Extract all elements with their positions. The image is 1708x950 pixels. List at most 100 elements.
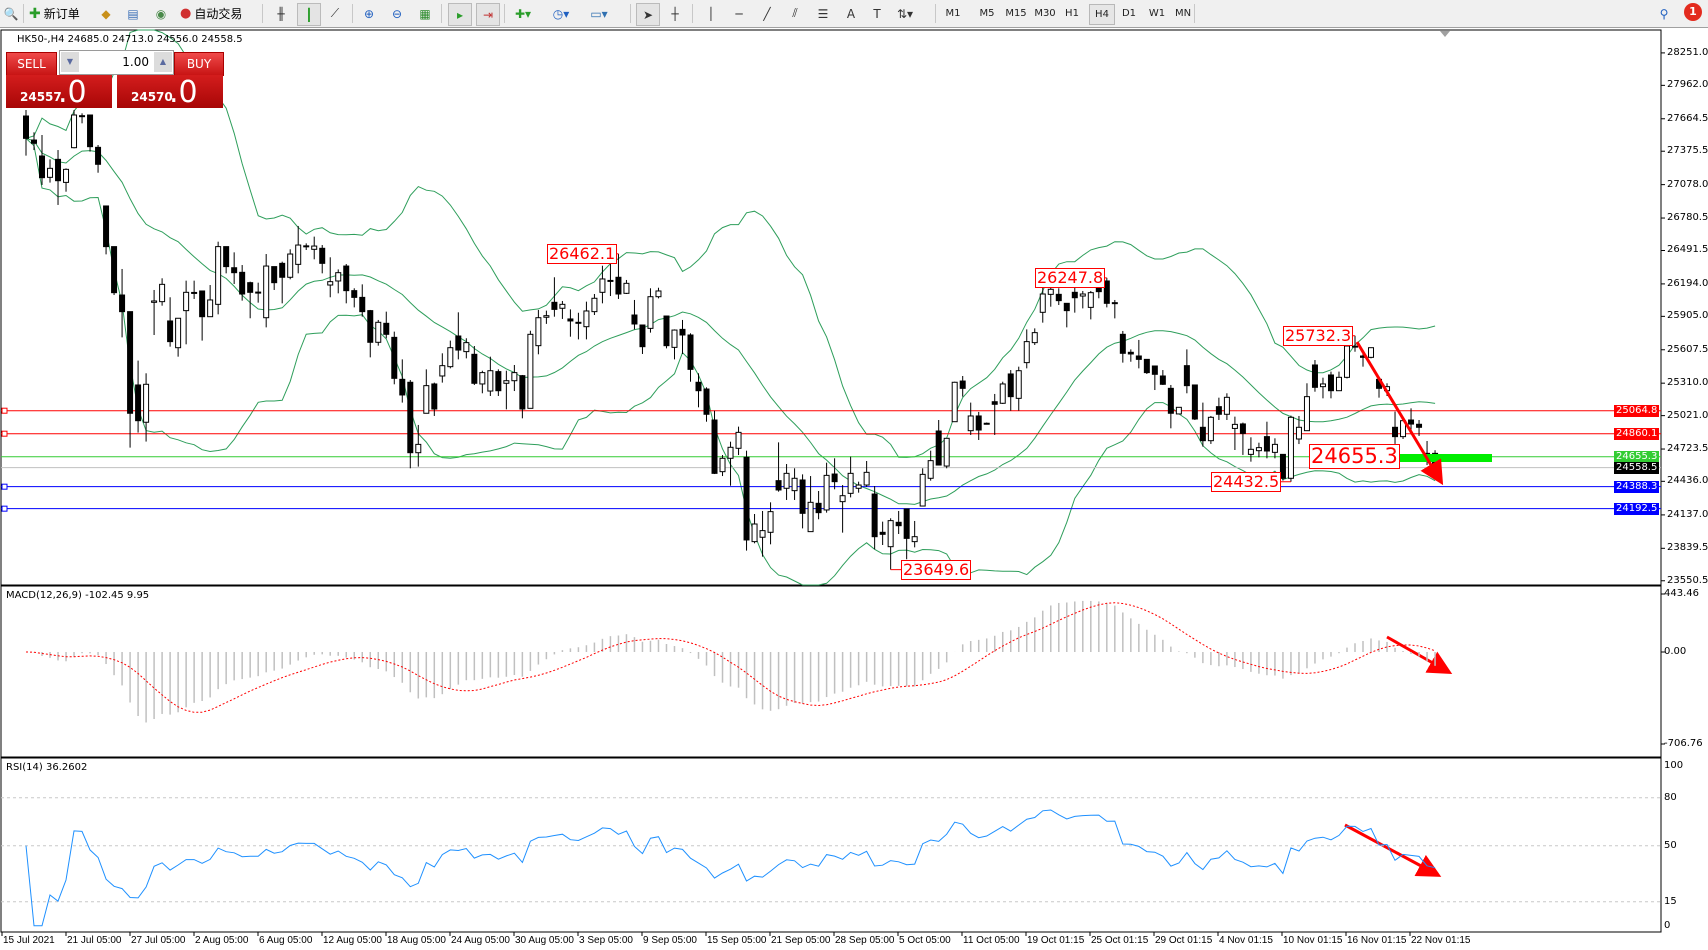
arrows-icon[interactable]: ⇅▾ [896, 6, 914, 21]
rsi-pane-frame [0, 757, 1662, 933]
toolbar-separator [630, 4, 631, 23]
macd-axis-label: 0.00 [1664, 646, 1687, 657]
bullish-candle [415, 443, 422, 454]
bearish-candle [1215, 406, 1222, 415]
bearish-candle [55, 158, 62, 182]
toolbar-separator [935, 4, 936, 23]
cursor-icon[interactable]: ➤ [636, 3, 660, 26]
rsi-title: RSI(14) 36.2602 [6, 762, 88, 773]
auto-scroll-icon[interactable]: ▸ [448, 3, 472, 26]
bullish-candle [503, 380, 510, 384]
toolbar-separator [262, 4, 263, 23]
bar-chart-icon[interactable]: ╫ [277, 6, 285, 21]
timeframe-h4[interactable]: H4 [1089, 4, 1115, 25]
indicators-icon[interactable]: ✚▾ [514, 6, 532, 21]
lot-value[interactable]: 1.00 [122, 55, 149, 69]
market-watch-icon[interactable]: ▤ [127, 6, 139, 21]
toolbar-separator [23, 4, 24, 23]
lot-increase-icon[interactable]: ▲ [154, 52, 172, 72]
templates-icon[interactable]: ▭▾ [590, 6, 608, 21]
fibonacci-icon[interactable]: ⫽ [792, 6, 798, 20]
bearish-candle [1392, 426, 1399, 438]
bearish-candle [399, 378, 406, 396]
new-order-button[interactable]: ✚ 新订单 [29, 3, 80, 24]
candles [23, 110, 1439, 570]
bearish-candle [775, 480, 782, 491]
price-axis-label: 27078.0 [1667, 178, 1708, 190]
search-icon[interactable]: 🔍 [3, 6, 19, 21]
time-axis-label: 9 Sep 05:00 [643, 935, 697, 946]
timeframe-m15[interactable]: M15 [1005, 8, 1027, 19]
chart-shift-icon[interactable]: ⇥ [476, 3, 500, 26]
bearish-candle [135, 384, 142, 422]
timeframe-m5[interactable]: M5 [979, 8, 995, 19]
bearish-candle [231, 267, 238, 274]
time-axis-label: 25 Oct 01:15 [1091, 935, 1149, 946]
bullish-candle [175, 317, 182, 349]
text-label-icon[interactable]: T [873, 6, 881, 21]
bearish-candle [743, 456, 750, 541]
vertical-line-icon[interactable]: │ [707, 6, 715, 21]
signals-icon[interactable]: ◉ [155, 6, 167, 21]
bearish-candle [1167, 387, 1174, 414]
timeframe-d1[interactable]: D1 [1121, 8, 1137, 19]
rsi-line [25, 809, 1436, 927]
bollinger-upper-band [25, 29, 1436, 458]
horizontal-line-icon[interactable]: ─ [735, 6, 743, 21]
tile-windows-icon[interactable]: ▦ [419, 6, 431, 21]
bullish-candle [1031, 332, 1038, 344]
channel-icon[interactable]: ☰ [817, 6, 829, 21]
bullish-candle [1231, 423, 1238, 429]
sell-button[interactable]: SELL [6, 52, 57, 76]
bullish-candle [1343, 345, 1350, 378]
timeframe-mn[interactable]: MN [1174, 8, 1192, 19]
timeframe-m30[interactable]: M30 [1034, 8, 1056, 19]
search-icon[interactable]: ⚲ [1659, 6, 1669, 21]
bullish-candle [511, 372, 518, 382]
lot-size-input[interactable]: ▼ 1.00 ▲ [59, 50, 174, 75]
notification-badge[interactable]: 1 [1684, 3, 1702, 21]
timeframe-m1[interactable]: M1 [945, 8, 961, 19]
time-axis-label: 15 Sep 05:00 [707, 935, 767, 946]
bearish-candle [1408, 419, 1415, 425]
bearish-candle [903, 508, 910, 539]
bullish-candle [943, 437, 950, 467]
line-chart-icon[interactable]: ⟋ [330, 6, 340, 20]
bearish-candle [167, 320, 174, 343]
bullish-candle [767, 511, 774, 533]
candlestick-icon[interactable]: ┃ [297, 3, 321, 26]
price-axis-label: 26491.5 [1667, 244, 1708, 256]
rsi-axis-label: 0 [1664, 919, 1671, 931]
bullish-candle [327, 281, 334, 286]
buy-button[interactable]: BUY [174, 52, 224, 76]
new-order-label: 新订单 [43, 7, 80, 21]
auto-trading-button[interactable]: ● 自动交易 [180, 3, 242, 24]
time-axis-label: 10 Nov 01:15 [1283, 935, 1343, 946]
bearish-candle [391, 336, 398, 379]
text-icon[interactable]: A [846, 6, 856, 21]
bullish-candle [863, 471, 870, 486]
bullish-candle [951, 381, 958, 423]
zoom-in-icon[interactable]: ⊕ [363, 6, 375, 21]
sell-price-button[interactable]: 24557 .0 [6, 75, 112, 110]
buy-price-button[interactable]: 24570 .0 [117, 75, 223, 110]
periods-icon[interactable]: ◷▾ [552, 6, 570, 21]
price-tag: 24388.3 [1614, 480, 1659, 493]
bearish-candle [119, 294, 126, 313]
timeframe-h1[interactable]: H1 [1065, 8, 1079, 19]
bullish-candle [527, 333, 534, 409]
bullish-candle [1247, 448, 1254, 455]
timeframe-w1[interactable]: W1 [1148, 8, 1166, 19]
trendline-icon[interactable]: ╱ [763, 6, 771, 21]
toolbar-separator [352, 4, 353, 23]
bearish-candle [1055, 293, 1062, 302]
time-axis-label: 16 Nov 01:15 [1347, 935, 1407, 946]
price-annotation: 24432.5 [1211, 471, 1282, 492]
bearish-candle [271, 266, 278, 284]
chart-shift-marker-icon [1440, 31, 1450, 37]
crosshair-icon[interactable]: ┼ [671, 6, 679, 21]
lot-decrease-icon[interactable]: ▼ [61, 52, 79, 72]
metaeditor-icon[interactable]: ◆ [101, 6, 111, 21]
zoom-out-icon[interactable]: ⊖ [391, 6, 403, 21]
